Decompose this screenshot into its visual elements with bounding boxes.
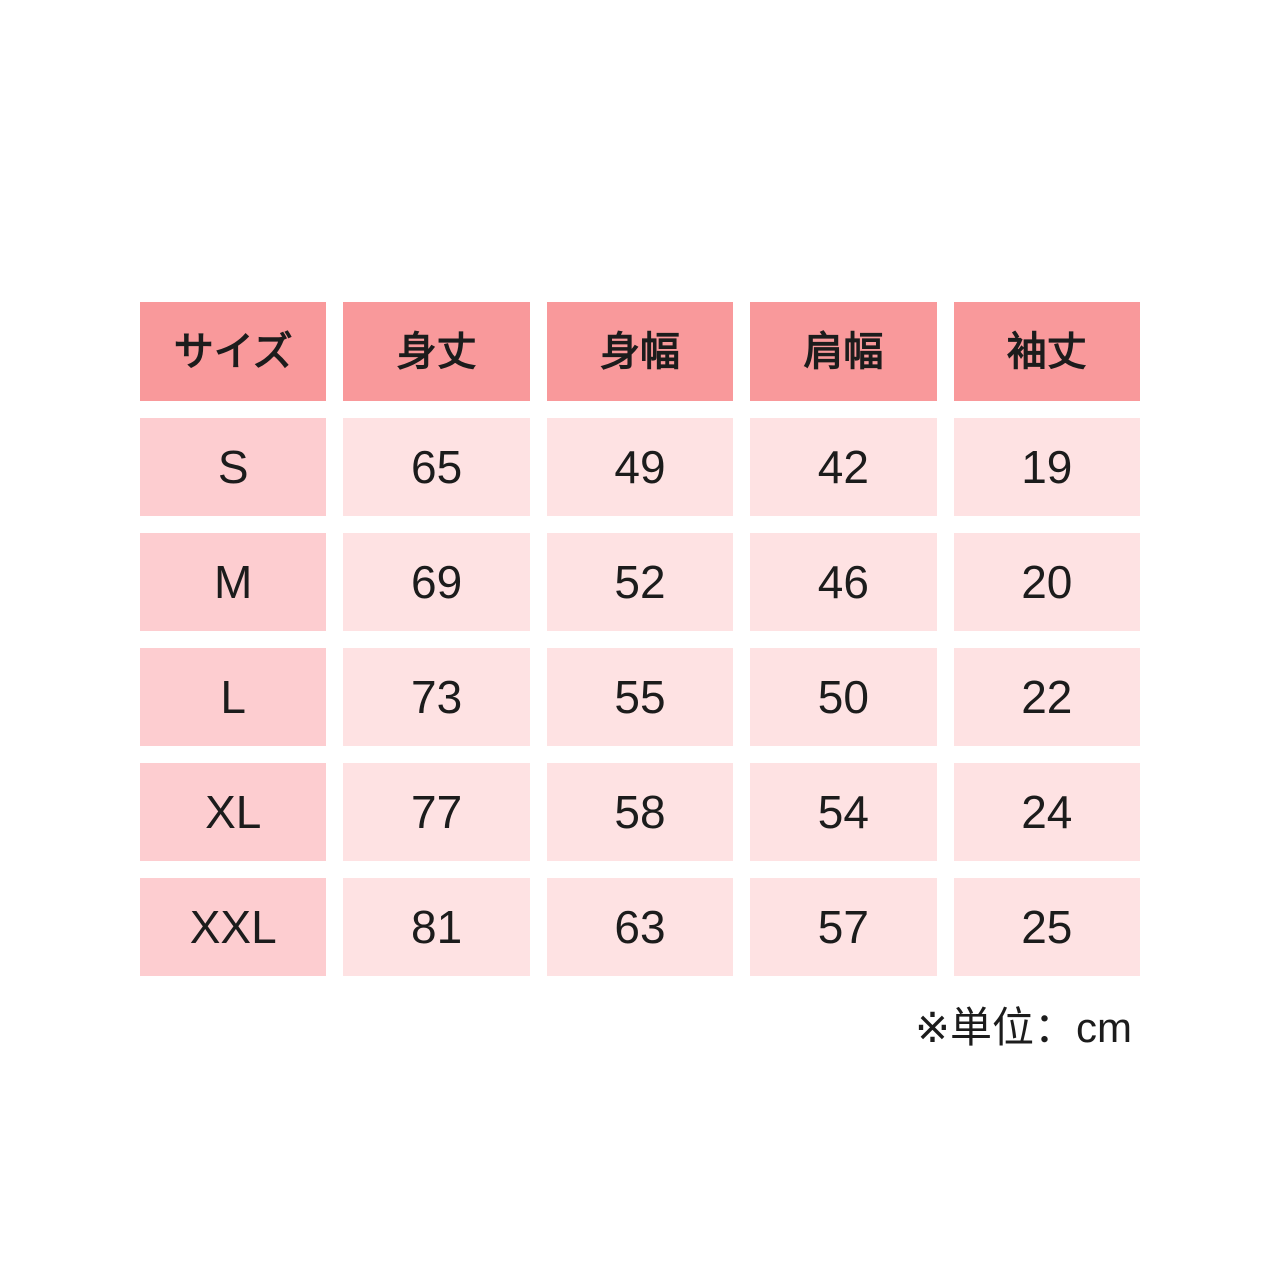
measurement-cell: 24 — [953, 763, 1140, 861]
measurement-cell: 77 — [343, 763, 530, 861]
measurement-cell: 49 — [546, 418, 734, 516]
measurement-cell: 20 — [953, 533, 1140, 631]
measurement-cell: 42 — [750, 418, 937, 516]
measurement-cell: 55 — [546, 648, 734, 746]
size-label-cell: XXL — [140, 878, 327, 976]
measurement-cell: 46 — [750, 533, 937, 631]
measurement-cell: 54 — [750, 763, 937, 861]
measurement-cell: 73 — [343, 648, 530, 746]
size-label-cell: M — [140, 533, 327, 631]
measurement-cell: 81 — [343, 878, 530, 976]
measurement-cell: 50 — [750, 648, 937, 746]
measurement-cell: 65 — [343, 418, 530, 516]
measurement-cell: 19 — [953, 418, 1140, 516]
unit-footnote: ※単位：cm — [914, 1004, 1132, 1051]
size-label-cell: L — [140, 648, 327, 746]
column-header-sleeve-length: 袖丈 — [953, 302, 1140, 401]
column-header-body-width: 身幅 — [546, 302, 734, 401]
size-label-cell: XL — [140, 763, 327, 861]
measurement-cell: 22 — [953, 648, 1140, 746]
measurement-cell: 69 — [343, 533, 530, 631]
size-chart-table: サイズ 身丈 身幅 肩幅 袖丈 S 65 49 42 19 M 69 52 46… — [140, 302, 1140, 976]
measurement-cell: 25 — [953, 878, 1140, 976]
measurement-cell: 52 — [546, 533, 734, 631]
column-header-size: サイズ — [140, 302, 327, 401]
column-header-body-length: 身丈 — [343, 302, 530, 401]
measurement-cell: 63 — [546, 878, 734, 976]
measurement-cell: 58 — [546, 763, 734, 861]
size-label-cell: S — [140, 418, 327, 516]
measurement-cell: 57 — [750, 878, 937, 976]
column-header-shoulder-width: 肩幅 — [750, 302, 937, 401]
